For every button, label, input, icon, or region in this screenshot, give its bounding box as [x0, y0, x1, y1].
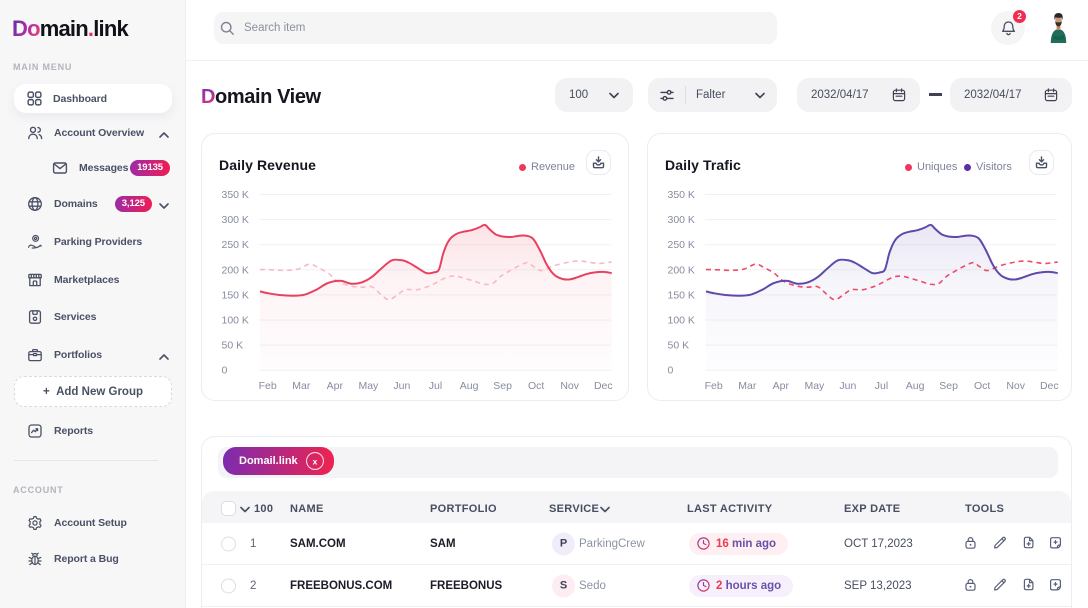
svg-text:Apr: Apr	[773, 380, 790, 392]
svg-text:May: May	[804, 380, 825, 392]
svg-text:250 K: 250 K	[222, 239, 249, 251]
svg-text:Aug: Aug	[906, 380, 925, 392]
svg-text:Dec: Dec	[1040, 380, 1059, 392]
svg-text:Jun: Jun	[839, 380, 856, 392]
svg-text:350 K: 350 K	[668, 189, 695, 201]
svg-text:Nov: Nov	[1006, 380, 1025, 392]
svg-text:Sep: Sep	[939, 380, 958, 392]
svg-text:350 K: 350 K	[222, 189, 249, 201]
svg-text:Jul: Jul	[875, 380, 888, 392]
svg-text:50 K: 50 K	[222, 340, 244, 352]
svg-text:Jul: Jul	[429, 380, 442, 392]
svg-text:250 K: 250 K	[668, 239, 695, 251]
svg-text:Jun: Jun	[393, 380, 410, 392]
svg-text:Feb: Feb	[705, 380, 723, 392]
svg-text:200 K: 200 K	[668, 264, 695, 276]
svg-text:Aug: Aug	[460, 380, 479, 392]
svg-text:300 K: 300 K	[668, 214, 695, 226]
svg-text:Sep: Sep	[493, 380, 512, 392]
svg-text:May: May	[358, 380, 379, 392]
svg-text:Feb: Feb	[259, 380, 277, 392]
svg-text:300 K: 300 K	[222, 214, 249, 226]
svg-text:Nov: Nov	[560, 380, 579, 392]
svg-text:Mar: Mar	[738, 380, 757, 392]
svg-text:200 K: 200 K	[222, 264, 249, 276]
svg-text:Apr: Apr	[327, 380, 344, 392]
svg-text:150 K: 150 K	[668, 289, 695, 301]
svg-text:Mar: Mar	[292, 380, 311, 392]
svg-text:0: 0	[222, 365, 228, 377]
svg-text:x: x	[312, 456, 317, 466]
svg-text:100 K: 100 K	[222, 315, 249, 327]
svg-text:Dec: Dec	[594, 380, 613, 392]
svg-text:Oct: Oct	[974, 380, 990, 392]
svg-text:50 K: 50 K	[668, 340, 690, 352]
svg-text:100 K: 100 K	[668, 315, 695, 327]
svg-text:0: 0	[668, 365, 674, 377]
svg-text:Oct: Oct	[528, 380, 544, 392]
svg-text:150 K: 150 K	[222, 289, 249, 301]
